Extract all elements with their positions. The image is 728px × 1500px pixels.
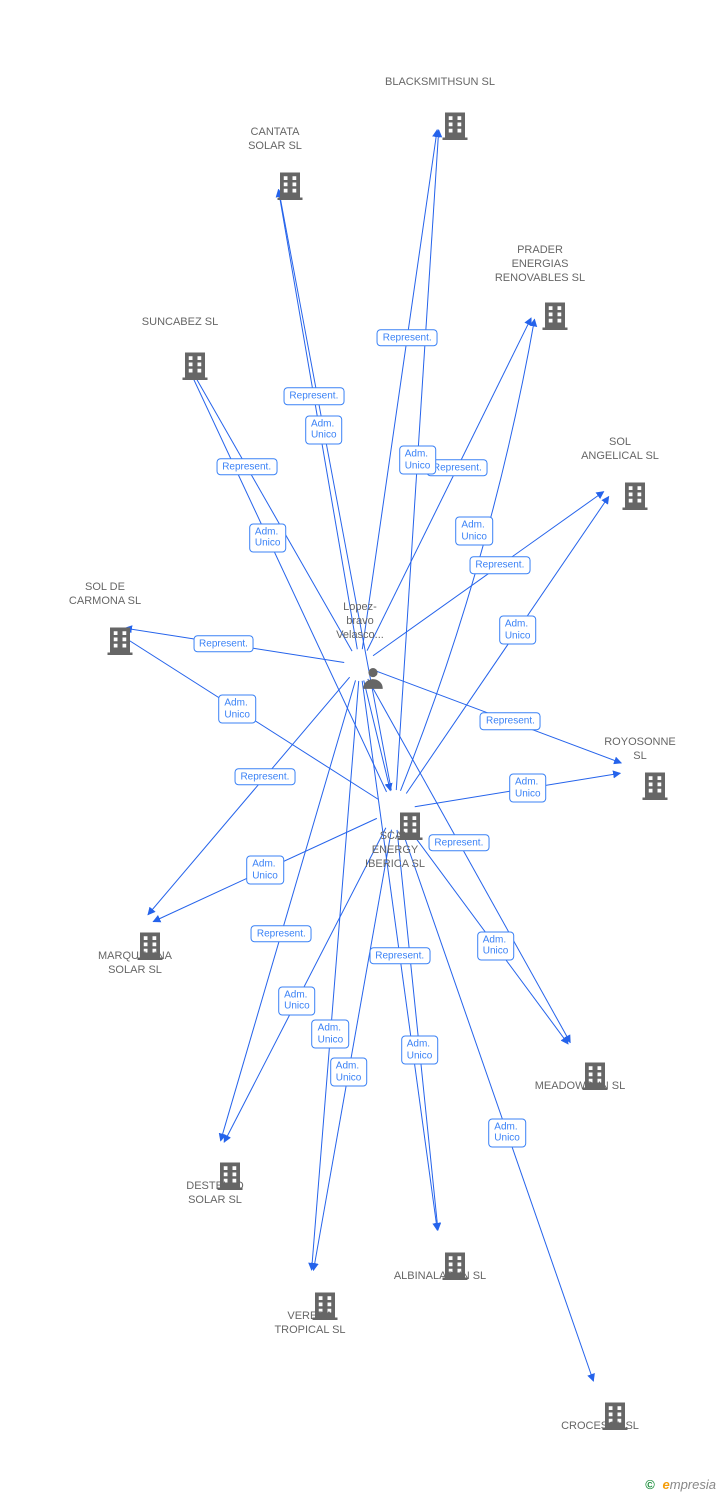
- edge: [373, 492, 604, 656]
- copyright-symbol: ©: [645, 1477, 655, 1492]
- edge: [224, 828, 386, 1142]
- edge: [407, 826, 568, 1044]
- edge: [397, 830, 438, 1230]
- edge: [190, 367, 352, 651]
- footer: © empresia: [645, 1477, 716, 1492]
- edge: [367, 318, 531, 651]
- brand-rest: mpresia: [670, 1477, 716, 1492]
- edge: [122, 636, 378, 799]
- edge: [188, 368, 386, 792]
- edge: [375, 671, 621, 763]
- edge: [362, 130, 437, 649]
- edge: [313, 830, 391, 1271]
- network-svg: [0, 0, 728, 1500]
- edge: [364, 681, 391, 791]
- edge: [278, 190, 357, 650]
- edge: [406, 497, 608, 794]
- edge: [415, 773, 621, 807]
- edge: [279, 190, 392, 791]
- edge: [368, 679, 570, 1043]
- edge: [312, 681, 359, 1270]
- edge: [148, 677, 350, 915]
- edge: [125, 628, 344, 662]
- brand-initial: e: [663, 1477, 670, 1492]
- edge: [396, 130, 438, 790]
